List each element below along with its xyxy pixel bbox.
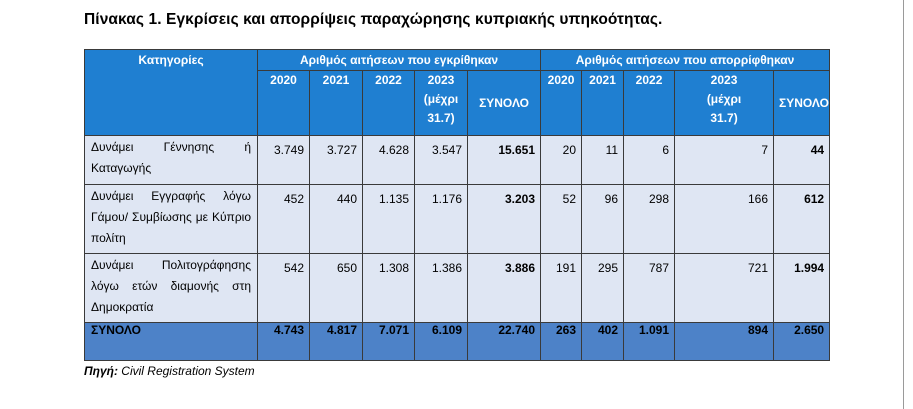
cell-value: 11 (581, 135, 625, 185)
source-text: Civil Registration System (121, 364, 255, 378)
cell-value: 166 (674, 184, 775, 254)
cell-value: 295 (581, 253, 625, 323)
header-group-row: Κατηγορίες Αριθμός αιτήσεων που εγκρίθηκ… (84, 49, 831, 136)
row-category: Δυνάμει Εγγραφής λόγω Γάμου/ Συμβίωσης μ… (84, 184, 258, 254)
cell-total: 44 (773, 135, 831, 185)
citizenship-table: Κατηγορίες Αριθμός αιτήσεων που εγκρίθηκ… (84, 49, 831, 361)
total-value: 894 (674, 322, 775, 361)
header-year-row: 2020 2021 2022 2023 (μέχρι 31.7) ΣΥΝΟΛΟ … (85, 70, 831, 136)
source-note: Πηγή: Civil Registration System (84, 364, 255, 378)
total-value: 1.091 (623, 322, 676, 361)
cell-value: 7 (674, 135, 775, 185)
cell-value: 3.727 (309, 135, 363, 185)
cell-total: 1.994 (773, 253, 831, 323)
cell-value: 298 (623, 184, 676, 254)
table-row: Δυνάμει Πολιτογράφησης λόγω ετών διαμονή… (84, 253, 831, 323)
cell-total: 612 (773, 184, 831, 254)
approved-year-header: 2021 (309, 70, 363, 136)
table-row: Δυνάμει Γέννησης ή Καταγωγής 3.749 3.727… (84, 135, 831, 185)
rejected-year-header: 2022 (623, 70, 676, 136)
approved-year-header: 2020 (257, 70, 310, 136)
cell-value: 721 (674, 253, 775, 323)
row-category: Δυνάμει Γέννησης ή Καταγωγής (84, 135, 258, 185)
rejected-total-header: ΣΥΝΟΛΟ (773, 70, 831, 136)
page-edge-line (903, 0, 904, 409)
cell-value: 6 (623, 135, 676, 185)
total-value: 2.650 (773, 322, 831, 361)
cell-value: 1.386 (414, 253, 468, 323)
cell-value: 452 (257, 184, 310, 254)
rejected-group-header: Αριθμός αιτήσεων που απορρίφθηκαν (540, 49, 831, 71)
table-title: Πίνακας 1. Εγκρίσεις και απορρίψεις παρα… (84, 11, 663, 28)
rejected-year-header: 2023 (μέχρι 31.7) (674, 70, 775, 136)
cell-total: 3.203 (466, 184, 542, 254)
cell-value: 1.176 (414, 184, 468, 254)
cell-value: 787 (623, 253, 676, 323)
cell-value: 3.749 (257, 135, 310, 185)
source-label: Πηγή: (84, 364, 118, 378)
cell-value: 96 (581, 184, 625, 254)
approved-group-header: Αριθμός αιτήσεων που εγκρίθηκαν (256, 49, 542, 71)
cell-value: 1.135 (362, 184, 415, 254)
approved-year-header: 2023 (μέχρι 31.7) (414, 70, 468, 136)
total-value: 7.071 (362, 322, 415, 361)
cell-value: 650 (309, 253, 363, 323)
cell-value: 1.308 (362, 253, 415, 323)
table-row: Δυνάμει Εγγραφής λόγω Γάμου/ Συμβίωσης μ… (84, 184, 831, 254)
cell-total: 3.886 (466, 253, 542, 323)
cell-value: 542 (257, 253, 310, 323)
cell-value: 52 (540, 184, 583, 254)
cell-total: 15.651 (466, 135, 542, 185)
approved-total-header: ΣΥΝΟΛΟ (466, 70, 542, 136)
cell-value: 191 (540, 253, 583, 323)
category-header: Κατηγορίες (84, 49, 258, 136)
total-value: 6.109 (414, 322, 468, 361)
rejected-year-header: 2021 (581, 70, 625, 136)
cell-value: 20 (540, 135, 583, 185)
total-value: 4.817 (309, 322, 363, 361)
cell-value: 440 (309, 184, 363, 254)
cell-value: 3.547 (414, 135, 468, 185)
total-row: ΣΥΝΟΛΟ 4.743 4.817 7.071 6.109 22.740 26… (84, 322, 831, 361)
approved-year-header: 2022 (362, 70, 415, 136)
total-value: 402 (581, 322, 625, 361)
total-value: 263 (540, 322, 583, 361)
total-value: 4.743 (257, 322, 310, 361)
row-category: Δυνάμει Πολιτογράφησης λόγω ετών διαμονή… (84, 253, 258, 323)
total-value: 22.740 (466, 322, 542, 361)
total-label: ΣΥΝΟΛΟ (84, 322, 258, 361)
cell-value: 4.628 (362, 135, 415, 185)
rejected-year-header: 2020 (540, 70, 583, 136)
